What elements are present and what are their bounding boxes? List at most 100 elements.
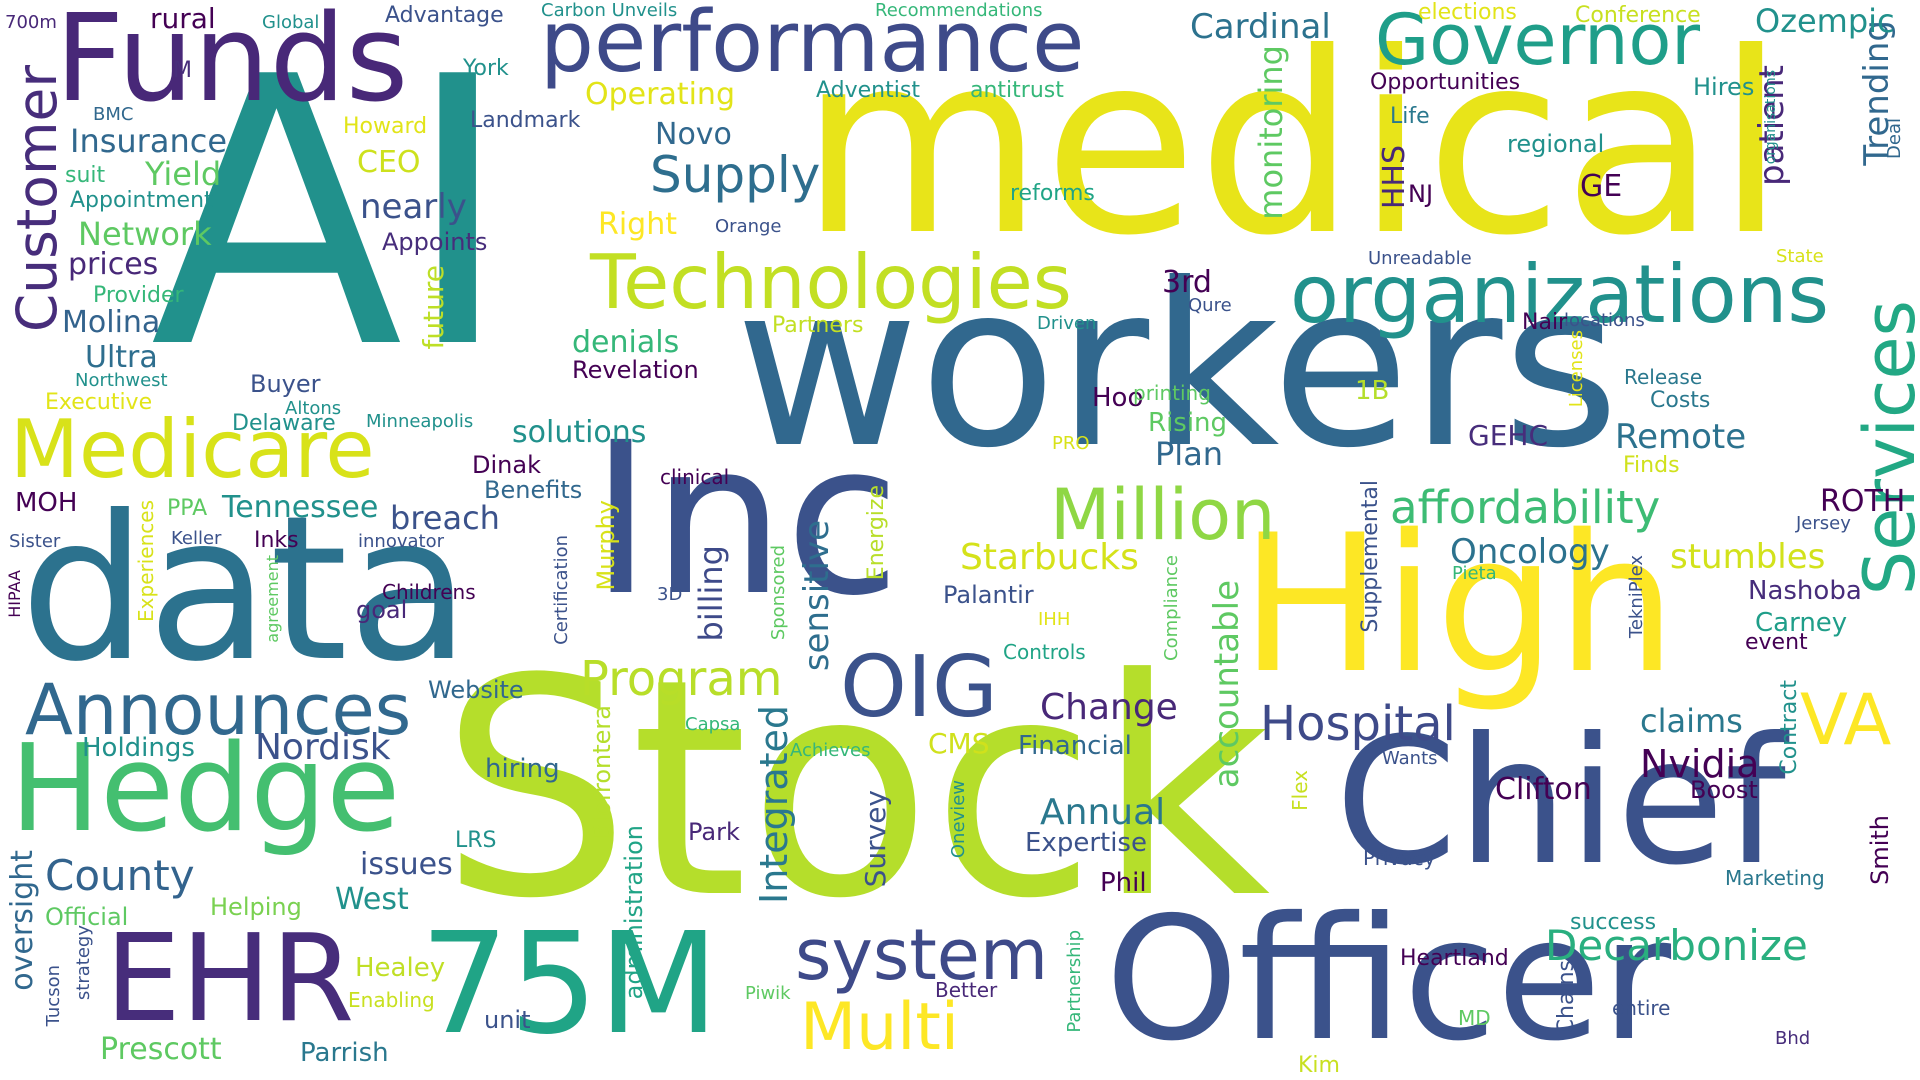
word: Annual (1040, 792, 1166, 833)
word: Bhd (1775, 1028, 1811, 1049)
word: HHS (1377, 145, 1412, 210)
word: Cardinal (1190, 7, 1331, 47)
word: system (795, 914, 1049, 996)
word: oversight (5, 850, 40, 991)
word: organizations (1290, 248, 1830, 341)
word: BMC (93, 104, 134, 125)
word: Customer (5, 65, 69, 333)
word: Boost (1690, 776, 1758, 804)
word: Smith (1866, 815, 1894, 885)
word: Decarbonize (1545, 921, 1808, 970)
word: issues (360, 847, 453, 882)
word: Inc (590, 397, 901, 642)
word: EHR (105, 910, 355, 1049)
word: Hires (1693, 73, 1755, 101)
word: Integrated (752, 705, 796, 904)
word: Ultra (85, 340, 158, 375)
word: Sponsored (768, 545, 789, 641)
word: Unreadable (1368, 248, 1472, 269)
word: Holdings (82, 733, 195, 763)
word: Carbon Unveils (541, 0, 678, 21)
word: Driven (1037, 313, 1097, 334)
word: Services (1849, 300, 1920, 596)
word: 1B (1355, 376, 1390, 406)
word: GE (1580, 169, 1623, 204)
word: Survey (859, 790, 892, 888)
word: Enabling (348, 988, 435, 1012)
word: Website (428, 676, 524, 704)
word: Delaware (232, 411, 336, 436)
word: Keller (171, 528, 222, 549)
word: Healey (355, 953, 446, 983)
word: Financial (1018, 731, 1132, 761)
word: denials (572, 325, 680, 360)
word: MOH (15, 488, 78, 518)
word: Advantage (385, 3, 504, 28)
word: Plan (1155, 435, 1224, 473)
word: nearly (360, 187, 467, 227)
word: Flex (1288, 770, 1312, 811)
word: prices (68, 247, 159, 282)
word: Nvidia (1640, 742, 1760, 786)
word: breach (390, 499, 500, 537)
word: Technologies (590, 238, 1072, 326)
word: 3rd (1162, 265, 1212, 300)
word: Experiences (134, 500, 158, 622)
word: Costs (1650, 388, 1711, 413)
word: accountable (1207, 580, 1247, 789)
word: claims (1640, 702, 1743, 740)
word: data (20, 473, 471, 706)
word: Life (1390, 104, 1430, 129)
word: Compliance (1161, 555, 1182, 661)
word: Expertise (1025, 828, 1147, 858)
word: Pieta (1452, 563, 1497, 584)
word: entire (1612, 996, 1671, 1020)
word: Hedge (10, 720, 401, 859)
word: CEO (357, 145, 421, 180)
word: Marketing (1725, 866, 1825, 890)
word: PRO (1052, 433, 1090, 454)
word: Achieves (790, 740, 871, 761)
word: organisations (1763, 70, 1779, 165)
word: Executive (45, 390, 153, 415)
word: Dinak (472, 451, 541, 479)
word: strategy (73, 925, 94, 1001)
word: performance (540, 0, 1085, 92)
word: monitoring (1252, 45, 1290, 220)
word: Chief (1335, 701, 1787, 904)
word: York (463, 56, 509, 81)
word: Revelation (572, 356, 699, 384)
word: Inks (254, 528, 299, 553)
word: future (417, 265, 450, 350)
word: billing (692, 545, 730, 642)
word: Heartland (1400, 946, 1509, 971)
word: Recommendations (875, 0, 1043, 21)
word: Tennessee (222, 490, 379, 525)
word: printing (1133, 381, 1211, 405)
word: elections (1418, 0, 1517, 25)
word: TekniPlex (1626, 555, 1647, 639)
word: Parrish (300, 1038, 389, 1068)
word: Deal (1884, 118, 1905, 159)
word: Wants (1382, 748, 1438, 769)
word: MD (1458, 1006, 1491, 1030)
word: Orange (715, 216, 782, 237)
word: antitrust (970, 78, 1064, 103)
word: Appointment (70, 188, 213, 213)
word: suit (65, 163, 106, 188)
word: event (1745, 630, 1808, 655)
word: Million (1050, 474, 1276, 556)
word: Official (45, 903, 129, 931)
word: Landmark (470, 108, 581, 133)
word: Palantir (943, 581, 1034, 609)
word: GEHC (1468, 419, 1548, 452)
word: Yield (145, 155, 222, 193)
word: Global (262, 12, 320, 33)
word: rural (150, 2, 216, 35)
word: 3D (657, 584, 683, 605)
word: Conference (1575, 3, 1701, 28)
word: High (1240, 494, 1677, 715)
word: sensitive (797, 520, 837, 672)
word: West (335, 882, 409, 917)
word: Partners (772, 313, 864, 338)
